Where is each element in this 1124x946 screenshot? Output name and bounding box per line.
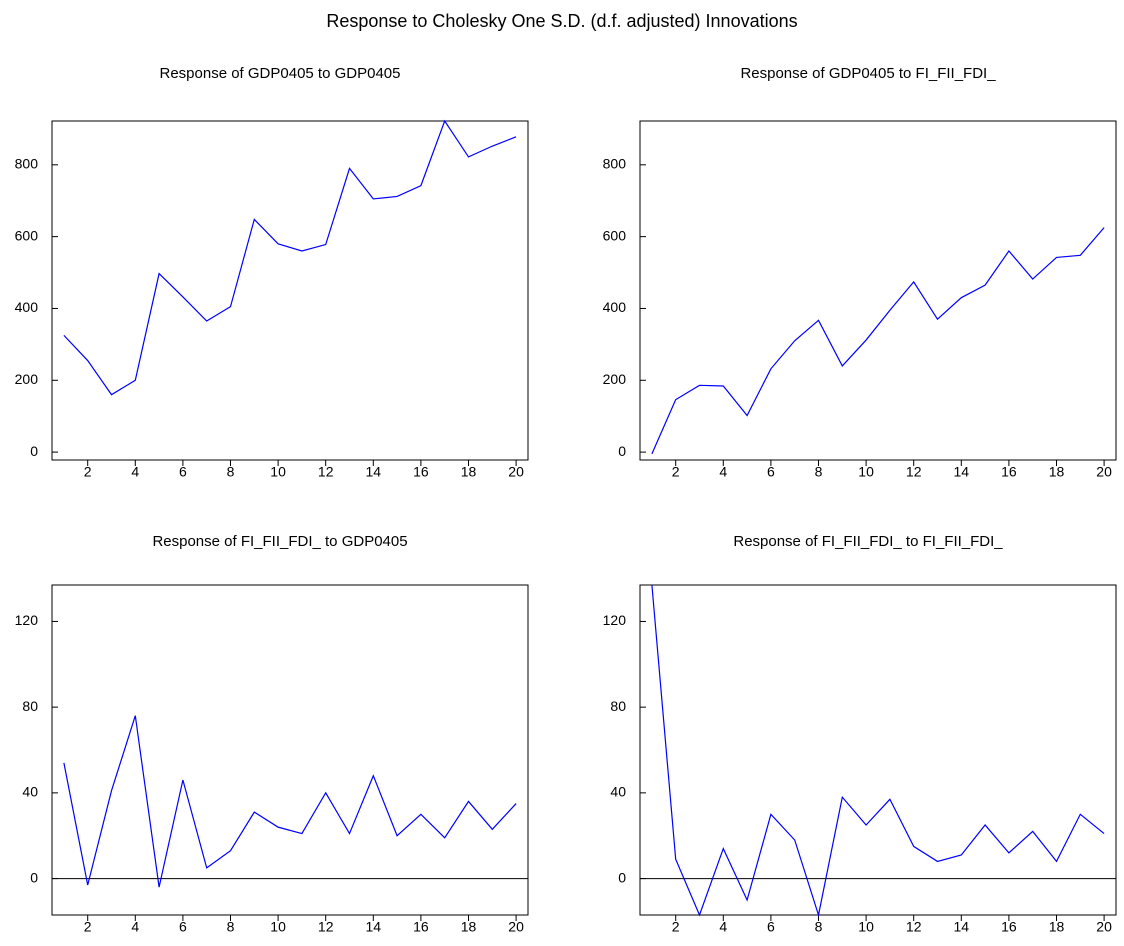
x-tick-label: 10 <box>858 919 874 935</box>
x-tick-label: 12 <box>906 919 922 935</box>
x-tick-label: 6 <box>767 919 775 935</box>
x-tick-label: 8 <box>815 919 823 935</box>
plot-frame <box>639 120 1117 461</box>
y-tick-label: 120 <box>15 612 39 628</box>
x-tick-label: 2 <box>84 464 92 480</box>
x-tick-label: 14 <box>366 919 382 935</box>
x-tick-label: 16 <box>1001 464 1017 480</box>
series-line <box>63 119 517 396</box>
x-tick-label: 14 <box>366 464 382 480</box>
x-tick-label: 2 <box>84 919 92 935</box>
x-tick-label: 6 <box>767 464 775 480</box>
x-tick-label: 10 <box>270 919 286 935</box>
x-tick-label: 14 <box>954 464 970 480</box>
series-line <box>63 715 517 888</box>
x-tick-label: 18 <box>1049 464 1065 480</box>
y-tick-label: 200 <box>15 371 39 387</box>
chart-title: Response of FI_FII_FDI_ to FI_FII_FDI_ <box>733 533 1003 550</box>
x-tick-label: 8 <box>227 464 235 480</box>
x-tick-label: 12 <box>318 919 334 935</box>
y-tick-label: 400 <box>15 299 39 315</box>
y-tick-label: 80 <box>610 698 626 714</box>
plot-frame <box>51 584 529 916</box>
y-tick-label: 0 <box>30 443 38 459</box>
y-tick-label: 400 <box>603 299 627 315</box>
x-tick-label: 2 <box>672 464 680 480</box>
x-tick-label: 16 <box>1001 919 1017 935</box>
x-tick-label: 18 <box>461 919 477 935</box>
y-tick-label: 0 <box>30 869 38 885</box>
x-tick-label: 8 <box>815 464 823 480</box>
x-tick-label: 20 <box>508 464 524 480</box>
y-tick-label: 0 <box>618 869 626 885</box>
x-tick-label: 18 <box>461 464 477 480</box>
chart-title: Response of GDP0405 to GDP0405 <box>160 65 401 82</box>
x-tick-label: 20 <box>508 919 524 935</box>
x-tick-label: 16 <box>413 464 429 480</box>
y-tick-label: 600 <box>603 227 627 243</box>
figure-title: Response to Cholesky One S.D. (d.f. adju… <box>326 11 797 31</box>
x-tick-label: 6 <box>179 919 187 935</box>
x-tick-label: 18 <box>1049 919 1065 935</box>
y-tick-label: 80 <box>22 698 38 714</box>
x-tick-label: 4 <box>131 464 139 480</box>
chart-title: Response of GDP0405 to FI_FII_FDI_ <box>740 65 996 82</box>
x-tick-label: 4 <box>131 919 139 935</box>
series-line <box>651 584 1105 918</box>
y-tick-label: 120 <box>603 612 627 628</box>
plot-frame <box>639 584 1117 916</box>
y-tick-label: 800 <box>603 156 627 172</box>
plot-frame <box>51 120 529 461</box>
series-line <box>651 227 1105 455</box>
y-tick-label: 600 <box>15 227 39 243</box>
x-tick-label: 14 <box>954 919 970 935</box>
x-tick-label: 8 <box>227 919 235 935</box>
x-tick-label: 20 <box>1096 919 1112 935</box>
x-tick-label: 16 <box>413 919 429 935</box>
y-tick-label: 0 <box>618 443 626 459</box>
x-tick-label: 10 <box>270 464 286 480</box>
x-tick-label: 4 <box>719 464 727 480</box>
chart-title: Response of FI_FII_FDI_ to GDP0405 <box>152 533 407 550</box>
x-tick-label: 12 <box>318 464 334 480</box>
y-tick-label: 200 <box>603 371 627 387</box>
x-tick-label: 12 <box>906 464 922 480</box>
x-tick-label: 4 <box>719 919 727 935</box>
x-tick-label: 10 <box>858 464 874 480</box>
x-tick-label: 2 <box>672 919 680 935</box>
y-tick-label: 800 <box>15 156 39 172</box>
x-tick-label: 6 <box>179 464 187 480</box>
y-tick-label: 40 <box>610 784 626 800</box>
x-tick-label: 20 <box>1096 464 1112 480</box>
y-tick-label: 40 <box>22 784 38 800</box>
